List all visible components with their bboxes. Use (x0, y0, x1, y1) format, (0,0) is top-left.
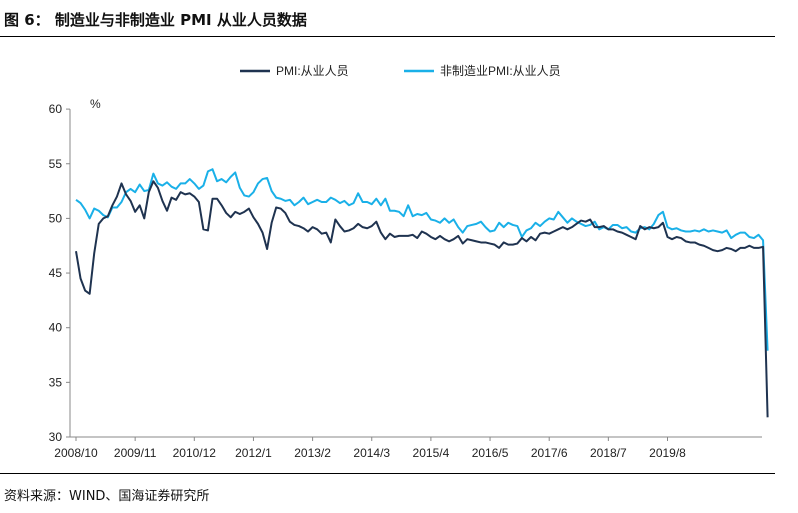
x-tick-label: 2013/2 (294, 446, 331, 460)
series-line-2 (75, 168, 769, 351)
x-tick-label: 2016/5 (472, 446, 509, 460)
y-tick-label: 55 (49, 157, 63, 171)
y-tick-label: 30 (49, 430, 63, 444)
legend-label-series-2: 非制造业PMI:从业人员 (440, 64, 561, 78)
y-tick-label: 35 (49, 375, 63, 389)
x-axis: 2008/10 2009/11 2010/12 2012/1 2013/2 2014/3 2… (54, 436, 762, 460)
x-tick-label: 2015/4 (413, 446, 450, 460)
series-line-1 (75, 180, 769, 418)
legend-label-series-1: PMI:从业人员 (276, 64, 349, 78)
x-tick-label: 2014/3 (353, 446, 390, 460)
x-tick-label: 2018/7 (590, 446, 627, 460)
y-tick-label: 45 (49, 266, 63, 280)
legend: PMI:从业人员 非制造业PMI:从业人员 (240, 64, 561, 78)
x-tick-label: 2017/6 (531, 446, 568, 460)
chart: PMI:从业人员 非制造业PMI:从业人员 % 30 35 40 45 50 55 60 2… (49, 64, 769, 460)
y-tick-label: 60 (49, 102, 63, 116)
x-tick-label: 2010/12 (173, 446, 217, 460)
y-axis-unit: % (90, 97, 101, 111)
x-tick-label: 2009/11 (114, 446, 157, 460)
figure-title: 图 6： 制造业与非制造业 PMI 从业人员数据 (4, 11, 307, 29)
x-tick-label: 2019/8 (649, 446, 686, 460)
title-rule (0, 36, 775, 37)
source-rule (0, 473, 775, 474)
y-tick-label: 40 (49, 321, 63, 335)
y-tick-label: 50 (49, 211, 63, 225)
source-note: 资料来源：WIND、国海证券研究所 (4, 489, 210, 504)
x-tick-label: 2012/1 (235, 446, 272, 460)
plot-lines (75, 168, 769, 418)
x-tick-label: 2008/10 (54, 446, 98, 460)
y-axis: 30 35 40 45 50 55 60 (49, 102, 71, 444)
